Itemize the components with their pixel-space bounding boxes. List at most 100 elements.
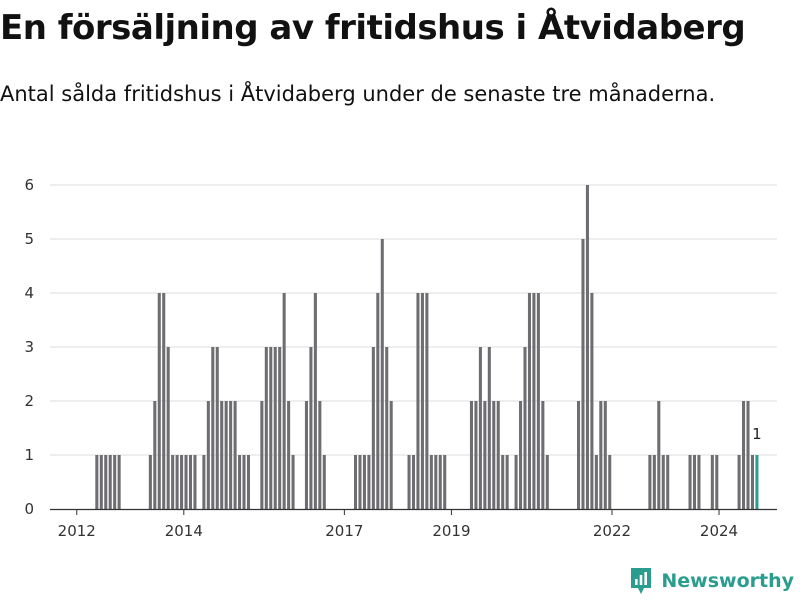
bar	[648, 455, 652, 509]
bar	[474, 401, 478, 509]
bar	[527, 293, 531, 509]
bar	[278, 347, 282, 509]
bar	[608, 455, 612, 509]
newsworthy-brand: Newsworthy	[629, 566, 794, 596]
x-tick-label: 2017	[325, 522, 363, 540]
bar	[576, 401, 581, 509]
bar	[532, 293, 536, 509]
bar	[362, 455, 366, 509]
chart-subtitle: Antal sålda fritidshus i Åtvidaberg unde…	[0, 82, 716, 106]
bar	[469, 401, 474, 509]
bar	[376, 293, 380, 509]
bar	[750, 455, 754, 509]
bar	[594, 455, 598, 509]
bar	[697, 455, 701, 509]
bar	[215, 347, 219, 509]
bar	[545, 455, 549, 509]
bar	[657, 401, 661, 509]
bar	[514, 455, 518, 509]
x-tick-label: 2024	[700, 522, 738, 540]
y-axis-ticks: 0 1 2 3 4 5 6	[24, 176, 34, 518]
bar	[425, 293, 429, 509]
bar	[541, 401, 545, 509]
bar	[505, 455, 509, 509]
bar	[710, 455, 714, 509]
bar	[206, 401, 210, 509]
newsworthy-brand-name: Newsworthy	[661, 570, 794, 592]
bar	[117, 455, 121, 509]
bar	[483, 401, 487, 509]
bar	[523, 347, 527, 509]
bar-chart: 0 1 2 3 4 5 6 1 2012 2014 2017 2019 2022 2024	[24, 176, 777, 540]
bar	[666, 455, 670, 509]
bar	[264, 347, 268, 509]
y-tick-label: 6	[24, 176, 34, 194]
bar	[652, 455, 656, 509]
bar	[188, 455, 193, 509]
bar	[220, 401, 224, 509]
bar	[269, 347, 273, 509]
bar	[95, 455, 99, 509]
bar	[487, 347, 491, 509]
bar	[184, 455, 188, 509]
bar	[438, 455, 442, 509]
bar	[202, 455, 206, 509]
bar	[492, 401, 496, 509]
bar	[371, 347, 375, 509]
bar	[590, 293, 594, 509]
bar	[581, 239, 585, 509]
bar	[193, 455, 197, 509]
bar	[420, 293, 424, 509]
bar	[389, 401, 393, 509]
bar	[478, 347, 482, 509]
bar	[273, 347, 277, 509]
bar	[385, 347, 389, 509]
bar	[211, 347, 215, 509]
bar	[246, 455, 251, 509]
bar	[429, 455, 433, 509]
bar	[318, 401, 322, 509]
bar	[519, 401, 523, 509]
bar	[309, 347, 313, 509]
bars	[95, 185, 759, 509]
bar	[536, 293, 540, 509]
bar	[166, 347, 170, 509]
bar	[148, 455, 152, 509]
bar	[692, 455, 697, 509]
bar	[153, 401, 157, 509]
bar	[108, 455, 112, 509]
bar	[113, 455, 117, 509]
bar	[229, 401, 233, 509]
bar	[434, 455, 438, 509]
bar	[443, 455, 447, 509]
bar	[99, 455, 103, 509]
y-tick-label: 2	[24, 392, 34, 410]
bar	[304, 401, 308, 509]
bar	[242, 455, 246, 509]
bar	[599, 401, 603, 509]
bar	[737, 455, 741, 509]
bar	[585, 185, 589, 509]
chart-title: En försäljning av fritidshus i Åtvidaber…	[0, 8, 746, 48]
y-tick-label: 1	[24, 446, 34, 464]
bar	[233, 401, 237, 509]
bar-latest	[755, 455, 759, 509]
bar	[287, 401, 291, 509]
bar	[407, 455, 411, 509]
bar	[358, 455, 362, 509]
y-tick-label: 3	[24, 338, 34, 356]
bar	[501, 455, 505, 509]
bar	[661, 455, 665, 509]
x-tick-label: 2019	[432, 522, 470, 540]
bar	[104, 455, 108, 509]
bar	[353, 455, 358, 509]
x-tick-label: 2014	[165, 522, 203, 540]
y-tick-label: 4	[24, 284, 34, 302]
bar	[260, 401, 264, 509]
bar	[411, 455, 416, 509]
bar	[367, 455, 371, 509]
bar	[238, 455, 242, 509]
bar	[171, 455, 175, 509]
bar	[746, 401, 750, 509]
x-axis-ticks: 2012 2014 2017 2019 2022 2024	[58, 510, 738, 540]
